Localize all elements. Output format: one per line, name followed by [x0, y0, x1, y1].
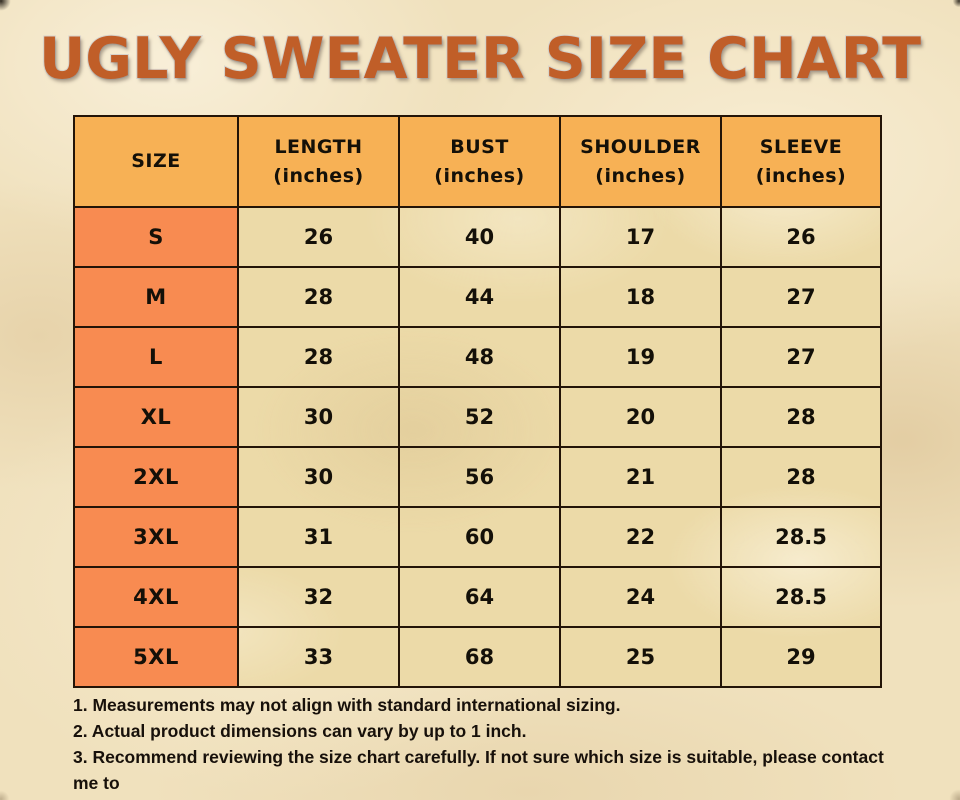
bust-cell: 48 [398, 326, 561, 388]
size-cell: XL [73, 386, 239, 448]
sleeve-cell: 27 [720, 266, 882, 328]
sleeve-cell: 26 [720, 206, 882, 268]
size-cell: 4XL [73, 566, 239, 628]
sleeve-cell: 28 [720, 386, 882, 448]
column-header-shoulder: SHOULDER (inches) [559, 115, 722, 208]
size-cell: 3XL [73, 506, 239, 568]
sleeve-cell: 28.5 [720, 506, 882, 568]
footnote-line-1: 1. Measurements may not align with stand… [73, 695, 621, 715]
shoulder-cell: 20 [559, 386, 722, 448]
column-label: LENGTH [274, 135, 363, 158]
table-row-s: S 26 40 17 26 [73, 206, 882, 268]
page-title: UGLY SWEATER SIZE CHART [38, 25, 922, 93]
shoulder-cell: 19 [559, 326, 722, 388]
column-unit: (inches) [595, 164, 686, 187]
length-cell: 33 [237, 626, 400, 688]
column-header-size: SIZE [73, 115, 239, 208]
bust-cell: 64 [398, 566, 561, 628]
size-cell: 2XL [73, 446, 239, 508]
length-cell: 30 [237, 446, 400, 508]
table-row-2xl: 2XL 30 56 21 28 [73, 446, 882, 508]
length-cell: 32 [237, 566, 400, 628]
length-cell: 31 [237, 506, 400, 568]
table-row-xl: XL 30 52 20 28 [73, 386, 882, 448]
shoulder-cell: 22 [559, 506, 722, 568]
column-header-length: LENGTH (inches) [237, 115, 400, 208]
column-unit: (inches) [273, 164, 364, 187]
footnote-line-4: choose the best size. [73, 796, 905, 800]
bust-cell: 60 [398, 506, 561, 568]
length-cell: 30 [237, 386, 400, 448]
table-row-m: M 28 44 18 27 [73, 266, 882, 328]
length-cell: 28 [237, 326, 400, 388]
footnote-line-2: 2. Actual product dimensions can vary by… [73, 721, 527, 741]
column-unit: (inches) [434, 164, 525, 187]
bust-cell: 40 [398, 206, 561, 268]
column-label: SIZE [131, 150, 181, 172]
bust-cell: 44 [398, 266, 561, 328]
table-row-3xl: 3XL 31 60 22 28.5 [73, 506, 882, 568]
column-header-sleeve: SLEEVE (inches) [720, 115, 882, 208]
sleeve-cell: 29 [720, 626, 882, 688]
bust-cell: 68 [398, 626, 561, 688]
size-cell: L [73, 326, 239, 388]
column-label: BUST [450, 135, 509, 158]
table-row-5xl: 5XL 33 68 25 29 [73, 626, 882, 688]
shoulder-cell: 21 [559, 446, 722, 508]
table-row-l: L 28 48 19 27 [73, 326, 882, 388]
length-cell: 26 [237, 206, 400, 268]
size-cell: S [73, 206, 239, 268]
shoulder-cell: 24 [559, 566, 722, 628]
column-unit: (inches) [755, 164, 847, 187]
header-row: SIZE LENGTH (inches) BUST (inches) SHOUL… [73, 115, 882, 208]
table-row-4xl: 4XL 32 64 24 28.5 [73, 566, 882, 628]
sleeve-cell: 27 [720, 326, 882, 388]
size-cell: 5XL [73, 626, 239, 688]
size-cell: M [73, 266, 239, 328]
column-label: SHOULDER [580, 135, 701, 158]
length-cell: 28 [237, 266, 400, 328]
size-chart-table: SIZE LENGTH (inches) BUST (inches) SHOUL… [73, 115, 882, 688]
sleeve-cell: 28.5 [720, 566, 882, 628]
bust-cell: 52 [398, 386, 561, 448]
shoulder-cell: 18 [559, 266, 722, 328]
footnote-line-3: 3. Recommend reviewing the size chart ca… [73, 747, 884, 793]
shoulder-cell: 25 [559, 626, 722, 688]
footnotes: 1. Measurements may not align with stand… [73, 692, 905, 800]
sleeve-cell: 28 [720, 446, 882, 508]
bust-cell: 56 [398, 446, 561, 508]
column-header-bust: BUST (inches) [398, 115, 561, 208]
shoulder-cell: 17 [559, 206, 722, 268]
column-label: SLEEVE [759, 135, 843, 158]
